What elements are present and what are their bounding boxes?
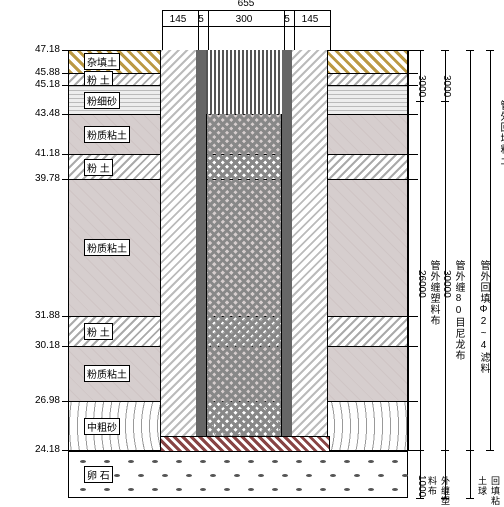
elevation-label: 26.98 bbox=[20, 395, 60, 406]
dim-seg: 145 bbox=[160, 14, 196, 25]
side-label: 管外回填Φ2~4滤料 bbox=[476, 260, 491, 374]
layer-label: 粉细砂 bbox=[84, 92, 120, 109]
layer-label: 粉 土 bbox=[84, 323, 113, 340]
elevation-label: 47.18 bbox=[20, 44, 60, 55]
layer-label: 粉质粘土 bbox=[84, 365, 130, 382]
well-wall-l bbox=[196, 50, 206, 450]
dim-line bbox=[470, 50, 471, 498]
layer-label: 粉质粘土 bbox=[84, 239, 130, 256]
dim-line bbox=[490, 50, 491, 450]
layer-label: 中粗砂 bbox=[84, 418, 120, 435]
well-plug bbox=[160, 436, 330, 452]
elevation-label: 45.18 bbox=[20, 79, 60, 90]
elevation-label: 39.78 bbox=[20, 173, 60, 184]
elevation-label: 43.48 bbox=[20, 108, 60, 119]
elevation-label: 24.18 bbox=[20, 444, 60, 455]
dim-seg: 5 bbox=[282, 14, 292, 25]
side-label: 回填粘土球 bbox=[476, 476, 502, 507]
well-cap bbox=[206, 50, 282, 114]
side-label: 管外缠塑料布 bbox=[426, 260, 441, 326]
well-annulus-l bbox=[160, 50, 196, 450]
side-label: 管外回填粘土 bbox=[496, 100, 504, 166]
elevation-label: 30.18 bbox=[20, 340, 60, 351]
dim-value: 3000 bbox=[441, 75, 452, 97]
elevation-label: 41.18 bbox=[20, 148, 60, 159]
dim-seg: 5 bbox=[196, 14, 206, 25]
dim-seg: 145 bbox=[292, 14, 328, 25]
dim-seg: 300 bbox=[206, 14, 282, 25]
well-wall-r bbox=[282, 50, 292, 450]
layer-label: 杂填土 bbox=[84, 53, 120, 70]
layer-label: 粉质粘土 bbox=[84, 126, 130, 143]
side-label: 管外缠80目尼龙布 bbox=[451, 260, 466, 361]
bottom-label: 卵 石 bbox=[84, 466, 113, 483]
layer-label: 粉 土 bbox=[84, 159, 113, 176]
dim-value: 3000 bbox=[416, 75, 427, 97]
elevation-label: 45.88 bbox=[20, 67, 60, 78]
side-label: 外缠塑料布 bbox=[426, 476, 452, 507]
well-annulus-r bbox=[292, 50, 328, 450]
dim-total: 655 bbox=[162, 0, 330, 9]
elevation-label: 31.88 bbox=[20, 310, 60, 321]
